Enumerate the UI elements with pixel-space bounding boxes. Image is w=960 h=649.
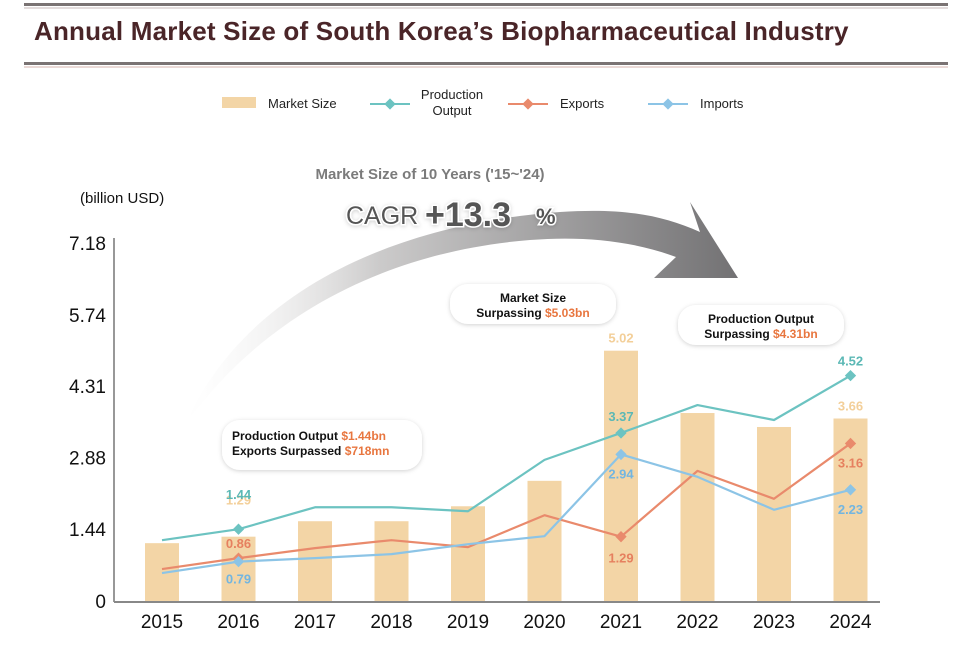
marker-exports-2024	[844, 437, 857, 450]
legend-item-production-output: Production Output	[370, 87, 483, 118]
callout-box	[678, 305, 844, 345]
bar-market-size-2018	[374, 521, 409, 601]
x-tick-label: 2022	[676, 612, 718, 633]
marker-imports-2016	[232, 555, 245, 568]
callout-box	[222, 420, 422, 470]
y-tick-label: 1.44	[69, 520, 106, 541]
legend-swatch-marker	[662, 98, 674, 110]
callout-value: $1.44bn	[341, 429, 386, 443]
marker-production-output-2024	[844, 369, 857, 382]
x-tick-label: 2016	[217, 612, 259, 633]
line-imports	[161, 453, 851, 575]
cagr-caption: Market Size of 10 Years ('15~'24)	[315, 166, 544, 183]
line-production-output	[161, 374, 852, 542]
data-label-production-output-2024: 4.52	[838, 354, 863, 369]
bar-market-size-2016	[221, 536, 256, 601]
y-tick-label: 0	[95, 592, 106, 613]
callout-value: $718mn	[345, 444, 390, 458]
legend-label-line: Output	[432, 103, 471, 118]
data-label-exports-2021: 1.29	[608, 551, 633, 566]
x-tick-label: 2020	[523, 612, 565, 633]
bar-market-size-2017	[298, 521, 332, 601]
legend-label-line: Production	[421, 87, 483, 102]
bottom-rule-thin	[24, 66, 948, 68]
data-label-market-size-2024: 3.66	[838, 399, 863, 414]
callout-text: Production Output	[232, 429, 341, 443]
data-label-imports-2021: 2.94	[608, 466, 634, 481]
legend-label: Exports	[560, 96, 605, 111]
callout-line: Production Output $1.44bn	[232, 429, 386, 443]
y-tick-label: 5.74	[69, 306, 106, 327]
legend-item-market-size: Market Size	[222, 96, 337, 111]
legend-item-imports: Imports	[648, 96, 744, 111]
cagr-arrow	[185, 202, 738, 425]
legend-label-line: Market Size	[268, 96, 337, 111]
bar-market-size-2023	[757, 426, 791, 601]
y-axis-label: (billion USD)	[80, 190, 164, 207]
x-tick-label: 2017	[294, 612, 336, 633]
legend-swatch-bar	[222, 97, 256, 108]
callout-value: $4.31bn	[773, 327, 818, 341]
page-title: Annual Market Size of South Korea’s Biop…	[34, 16, 849, 46]
callout-text: Production Output	[708, 312, 814, 326]
callout-text: Market Size	[500, 291, 566, 305]
bar-market-size-2019	[451, 506, 485, 601]
bar-market-size-2021	[604, 350, 638, 601]
callout-line: Exports Surpassed $718mn	[232, 444, 389, 458]
marker-production-output-2016	[232, 523, 245, 535]
legend-item-exports: Exports	[508, 96, 605, 111]
marker-exports-2021	[615, 531, 627, 543]
cagr-label: CAGR +13.3 %	[345, 195, 558, 236]
x-tick-label: 2019	[447, 612, 489, 633]
callout-text: Exports Surpassed	[232, 444, 345, 458]
data-label-exports-2016: 0.86	[226, 536, 251, 551]
bar-market-size-2022	[680, 413, 715, 601]
callout-text: Surpassing	[704, 327, 773, 341]
x-tick-label: 2015	[141, 612, 183, 633]
data-label-market-size-2016: 1.29	[226, 493, 251, 508]
cagr-value: +13.3	[425, 196, 511, 234]
y-tick-label: 7.18	[69, 234, 106, 255]
marker-imports-2021	[615, 448, 627, 461]
legend-label: Market Size	[268, 96, 337, 111]
x-tick-label: 2021	[600, 612, 642, 633]
cagr-prefix: CAGR	[346, 202, 418, 230]
legend-swatch-marker	[384, 98, 396, 110]
data-label-exports-2024: 3.16	[838, 455, 863, 470]
data-label-imports-2024: 2.23	[838, 502, 863, 517]
callout-line: Surpassing $4.31bn	[704, 327, 817, 341]
data-label-imports-2016: 0.79	[226, 572, 251, 587]
legend-label: Production Output	[421, 87, 483, 118]
top-rule-thin	[24, 7, 948, 9]
callout-line: Surpassing $5.03bn	[476, 306, 589, 320]
marker-production-output-2021	[615, 427, 627, 439]
x-tick-label: 2018	[370, 612, 412, 633]
callout-box	[450, 284, 616, 324]
bar-market-size-2020	[527, 480, 562, 601]
x-tick-label: 2023	[753, 612, 795, 633]
legend-label: Imports	[700, 96, 744, 111]
callout-value: $5.03bn	[545, 306, 590, 320]
callout-text: Surpassing	[476, 306, 545, 320]
x-tick-label: 2024	[829, 612, 872, 633]
marker-imports-2024	[844, 484, 857, 496]
legend-swatch-marker	[522, 98, 534, 110]
top-rule	[24, 3, 948, 6]
data-label-market-size-2021: 5.02	[608, 331, 633, 346]
data-label-production-output-2021: 3.37	[608, 409, 633, 424]
callout-line: Market Size	[500, 291, 566, 305]
data-label-production-output-2016: 1.44	[226, 487, 252, 502]
legend-label-line: Exports	[560, 96, 605, 111]
callout-line: Production Output	[708, 312, 814, 326]
cagr-unit: %	[536, 204, 556, 229]
y-tick-label: 2.88	[69, 448, 106, 469]
y-tick-label: 4.31	[69, 377, 106, 398]
bottom-rule	[24, 62, 948, 65]
legend-label-line: Imports	[700, 96, 744, 111]
line-exports	[161, 442, 852, 571]
